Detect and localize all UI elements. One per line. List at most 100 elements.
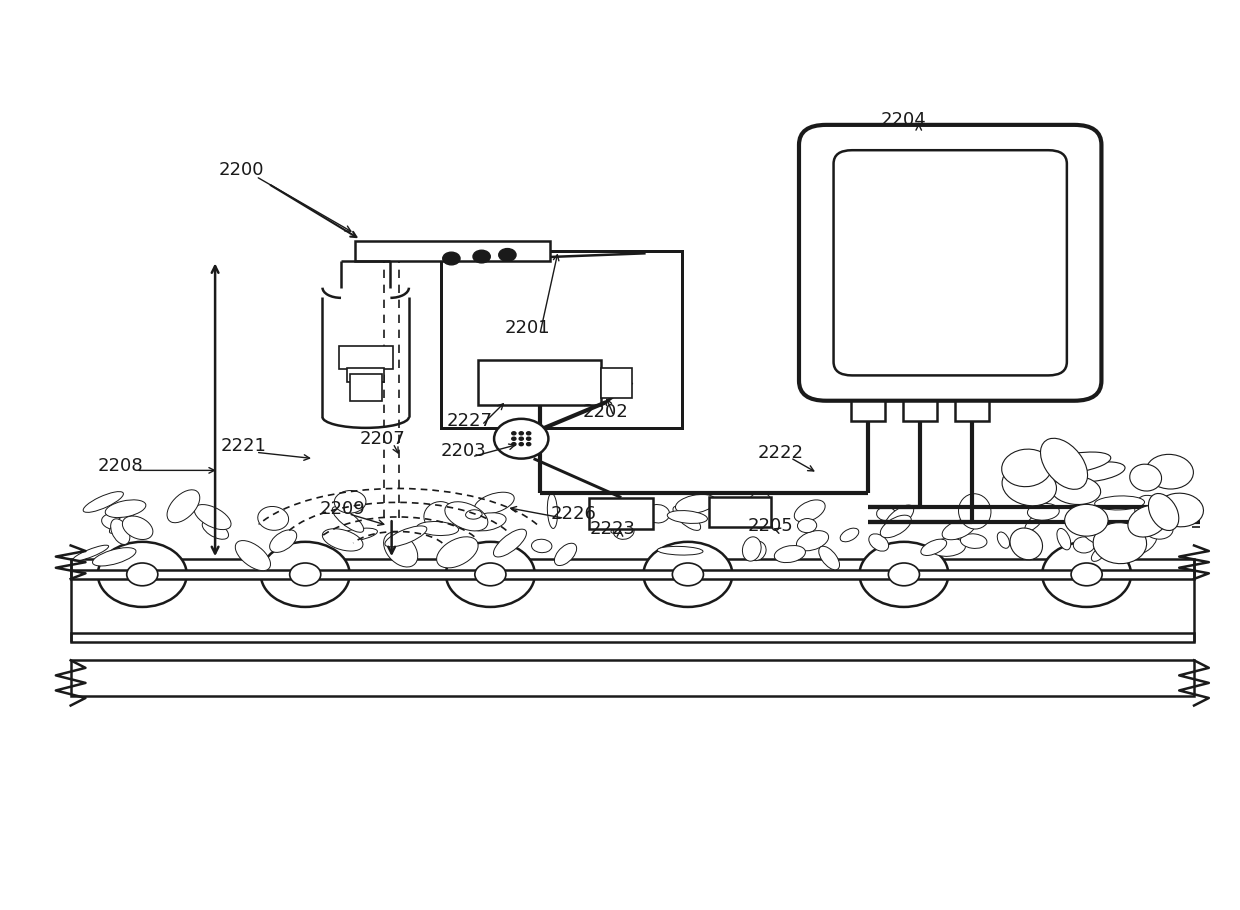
Ellipse shape [959, 494, 991, 529]
Text: 2227: 2227 [446, 411, 492, 430]
Ellipse shape [1065, 504, 1109, 536]
Ellipse shape [123, 516, 153, 540]
Ellipse shape [1074, 537, 1095, 553]
Ellipse shape [1095, 496, 1145, 510]
Text: 2201: 2201 [505, 319, 551, 338]
Circle shape [520, 431, 523, 435]
Ellipse shape [749, 492, 771, 509]
Bar [71, 570, 1194, 579]
Text: 2226: 2226 [551, 505, 596, 522]
Ellipse shape [105, 500, 146, 518]
Ellipse shape [818, 546, 839, 570]
Ellipse shape [1056, 529, 1071, 550]
Ellipse shape [1081, 520, 1131, 548]
Ellipse shape [961, 534, 987, 549]
Circle shape [859, 541, 949, 607]
Ellipse shape [417, 521, 459, 535]
Ellipse shape [1028, 503, 1059, 521]
Ellipse shape [676, 494, 715, 513]
Ellipse shape [532, 540, 552, 552]
Bar [479, 360, 601, 405]
Circle shape [475, 563, 506, 586]
Circle shape [472, 250, 490, 263]
Ellipse shape [167, 490, 200, 522]
Circle shape [1042, 541, 1131, 607]
Ellipse shape [797, 519, 817, 532]
Ellipse shape [1025, 513, 1043, 531]
Text: 2222: 2222 [758, 444, 804, 462]
Circle shape [512, 431, 516, 435]
Circle shape [527, 431, 531, 435]
Text: 2202: 2202 [583, 402, 629, 420]
Ellipse shape [236, 541, 270, 571]
Circle shape [672, 563, 703, 586]
Ellipse shape [667, 511, 708, 523]
Circle shape [260, 541, 350, 607]
Bar [851, 400, 885, 420]
Ellipse shape [1011, 528, 1043, 560]
Ellipse shape [1128, 505, 1168, 537]
Ellipse shape [746, 541, 766, 561]
Ellipse shape [335, 528, 377, 541]
Ellipse shape [611, 523, 641, 533]
Circle shape [527, 437, 531, 440]
Text: 2223: 2223 [589, 521, 636, 538]
Bar [903, 400, 937, 420]
Ellipse shape [93, 548, 136, 566]
Ellipse shape [269, 530, 296, 552]
Ellipse shape [1157, 493, 1204, 527]
FancyBboxPatch shape [799, 125, 1101, 400]
Ellipse shape [646, 504, 670, 523]
Ellipse shape [436, 537, 479, 568]
Ellipse shape [1043, 459, 1085, 487]
Bar [955, 400, 990, 420]
Ellipse shape [1040, 439, 1087, 490]
Ellipse shape [383, 532, 418, 567]
Ellipse shape [109, 513, 133, 533]
Ellipse shape [841, 528, 859, 541]
Circle shape [527, 442, 531, 446]
Bar [71, 633, 1194, 642]
Ellipse shape [751, 515, 770, 528]
Text: 2200: 2200 [218, 161, 264, 179]
Circle shape [98, 541, 187, 607]
Ellipse shape [335, 490, 366, 513]
Circle shape [520, 442, 523, 446]
Ellipse shape [110, 519, 130, 544]
Text: 2207: 2207 [360, 430, 405, 448]
Ellipse shape [616, 501, 652, 524]
Bar [71, 559, 1194, 574]
Ellipse shape [614, 523, 634, 540]
Ellipse shape [1145, 518, 1173, 539]
Text: 2208: 2208 [97, 457, 143, 475]
Bar [441, 251, 682, 428]
Ellipse shape [384, 526, 427, 547]
Ellipse shape [467, 512, 506, 531]
Ellipse shape [73, 545, 109, 561]
Ellipse shape [195, 504, 231, 530]
Text: 2203: 2203 [440, 442, 486, 460]
Circle shape [512, 437, 516, 440]
Ellipse shape [1146, 454, 1193, 489]
Ellipse shape [424, 501, 456, 531]
Ellipse shape [930, 538, 966, 556]
Ellipse shape [1135, 495, 1169, 531]
Text: 2221: 2221 [221, 437, 267, 455]
Ellipse shape [921, 539, 946, 555]
Ellipse shape [202, 521, 228, 540]
Ellipse shape [796, 531, 828, 551]
Ellipse shape [1040, 452, 1111, 474]
Circle shape [888, 563, 920, 586]
Circle shape [644, 541, 733, 607]
Ellipse shape [880, 515, 911, 538]
Ellipse shape [743, 537, 761, 561]
Text: 2205: 2205 [748, 517, 794, 534]
Circle shape [498, 248, 516, 261]
Ellipse shape [657, 546, 703, 555]
Bar [355, 240, 549, 260]
Ellipse shape [475, 492, 515, 514]
Ellipse shape [83, 491, 124, 512]
Ellipse shape [1094, 522, 1147, 563]
Ellipse shape [322, 529, 363, 551]
Ellipse shape [547, 493, 558, 529]
